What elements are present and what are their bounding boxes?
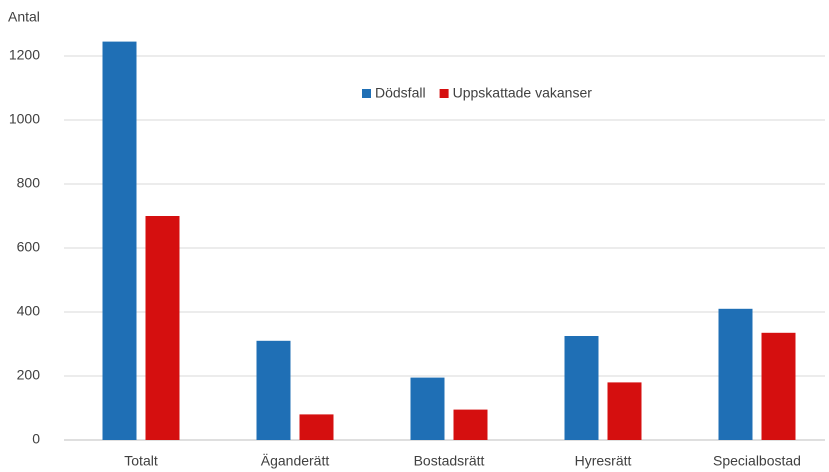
bar (102, 41, 137, 440)
y-tick-label: 0 (32, 431, 40, 447)
bar (299, 414, 334, 440)
legend-swatch (439, 89, 449, 98)
bar (410, 377, 445, 440)
y-tick-label: 1000 (9, 111, 40, 127)
x-tick-label: Bostadsrätt (414, 453, 485, 469)
bar (607, 382, 642, 440)
y-tick-label: 600 (17, 239, 41, 255)
legend-swatch (362, 89, 371, 98)
y-tick-label: 1200 (9, 47, 40, 63)
bar (453, 409, 488, 440)
x-tick-label: Äganderätt (261, 453, 330, 469)
y-tick-label: 200 (17, 367, 41, 383)
bar (256, 340, 291, 440)
y-axis-label: Antal (8, 9, 40, 25)
legend-label: Uppskattade vakanser (453, 85, 593, 101)
bar (761, 332, 796, 440)
bar (718, 308, 753, 440)
y-tick-label: 800 (17, 175, 41, 191)
y-tick-label: 400 (17, 303, 41, 319)
x-tick-label: Totalt (124, 453, 158, 469)
x-tick-label: Specialbostad (713, 453, 801, 469)
x-tick-label: Hyresrätt (575, 453, 632, 469)
bar (145, 216, 180, 440)
legend-label: Dödsfall (375, 85, 426, 101)
bar (564, 336, 599, 440)
